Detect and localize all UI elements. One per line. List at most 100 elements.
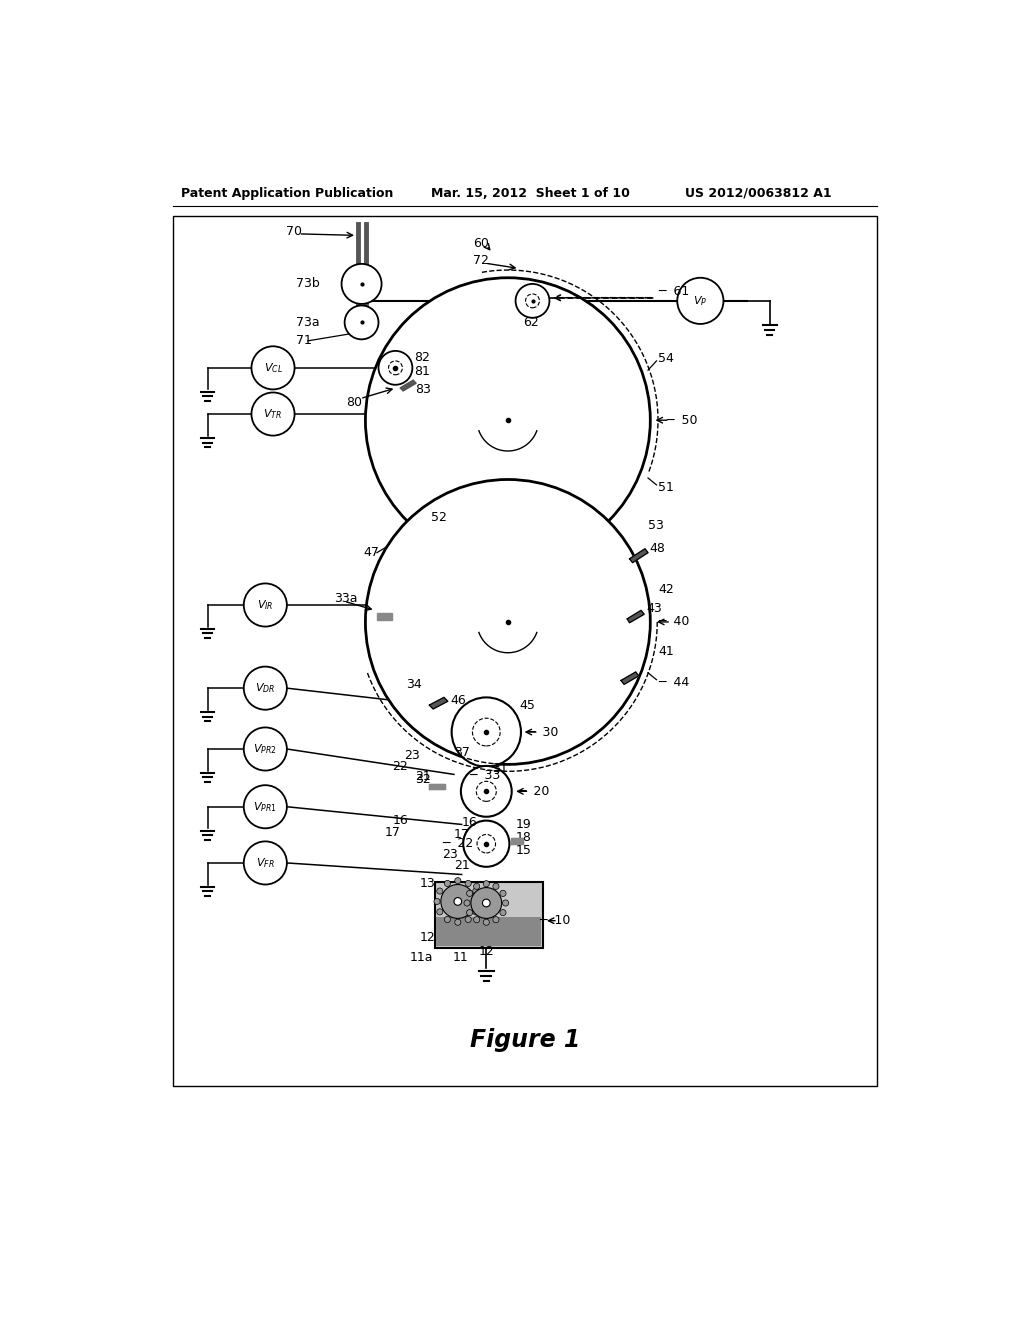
Text: Figure 1: Figure 1 bbox=[470, 1028, 580, 1052]
Text: 32: 32 bbox=[416, 774, 431, 787]
Circle shape bbox=[434, 899, 440, 904]
Bar bbox=[131, 158, 920, 209]
Circle shape bbox=[244, 841, 287, 884]
Circle shape bbox=[252, 346, 295, 389]
Bar bbox=[436, 917, 541, 946]
Text: Mar. 15, 2012  Sheet 1 of 10: Mar. 15, 2012 Sheet 1 of 10 bbox=[431, 186, 630, 199]
Text: 71: 71 bbox=[296, 334, 312, 347]
Circle shape bbox=[471, 887, 502, 919]
Circle shape bbox=[444, 880, 451, 887]
Text: 15: 15 bbox=[515, 843, 531, 857]
Text: $V_{CL}$: $V_{CL}$ bbox=[263, 360, 283, 375]
Text: 82: 82 bbox=[414, 351, 430, 363]
Text: 72: 72 bbox=[473, 255, 489, 268]
Text: 45: 45 bbox=[519, 698, 536, 711]
Circle shape bbox=[493, 916, 499, 923]
Circle shape bbox=[345, 305, 379, 339]
Circle shape bbox=[473, 916, 480, 923]
Text: ─  10: ─ 10 bbox=[539, 915, 570, 927]
Text: 73b: 73b bbox=[296, 277, 319, 290]
Circle shape bbox=[515, 284, 550, 318]
Circle shape bbox=[455, 919, 461, 925]
Circle shape bbox=[388, 360, 402, 375]
Text: US 2012/0063812 A1: US 2012/0063812 A1 bbox=[685, 186, 831, 199]
Text: 48: 48 bbox=[649, 541, 666, 554]
Circle shape bbox=[473, 888, 479, 894]
Text: ─  50: ─ 50 bbox=[666, 413, 697, 426]
Text: 62: 62 bbox=[523, 315, 539, 329]
Text: $V_{PR1}$: $V_{PR1}$ bbox=[253, 800, 278, 813]
Text: ─  20: ─ 20 bbox=[518, 785, 549, 797]
Text: 60: 60 bbox=[473, 236, 489, 249]
Text: $V_{TR}$: $V_{TR}$ bbox=[263, 407, 283, 421]
Circle shape bbox=[441, 884, 475, 919]
Text: 17: 17 bbox=[385, 825, 400, 838]
Text: $V_P$: $V_P$ bbox=[693, 294, 708, 308]
Text: 23: 23 bbox=[442, 847, 458, 861]
Text: 31: 31 bbox=[493, 762, 508, 775]
Text: 53: 53 bbox=[648, 519, 664, 532]
Text: 80: 80 bbox=[346, 396, 362, 409]
Circle shape bbox=[244, 667, 287, 710]
Text: 54: 54 bbox=[658, 352, 674, 366]
Text: 21: 21 bbox=[454, 859, 470, 871]
Text: 16: 16 bbox=[462, 816, 477, 829]
Circle shape bbox=[461, 766, 512, 817]
Circle shape bbox=[477, 834, 496, 853]
Polygon shape bbox=[429, 697, 447, 709]
Text: 12: 12 bbox=[419, 931, 435, 944]
Circle shape bbox=[244, 727, 287, 771]
Circle shape bbox=[252, 392, 295, 436]
Bar bbox=[173, 216, 878, 1086]
Text: 19: 19 bbox=[515, 818, 531, 832]
Circle shape bbox=[482, 899, 490, 907]
Circle shape bbox=[379, 351, 413, 385]
Polygon shape bbox=[630, 549, 648, 562]
Text: 13: 13 bbox=[419, 878, 435, 890]
Text: 51: 51 bbox=[658, 480, 674, 494]
Text: Patent Application Publication: Patent Application Publication bbox=[180, 186, 393, 199]
Text: $V_{FR}$: $V_{FR}$ bbox=[256, 857, 274, 870]
Circle shape bbox=[483, 880, 489, 887]
Text: 81: 81 bbox=[414, 366, 430, 379]
Text: 23: 23 bbox=[403, 748, 420, 762]
Text: ─  22: ─ 22 bbox=[442, 837, 474, 850]
Polygon shape bbox=[628, 610, 644, 623]
Text: 21: 21 bbox=[416, 770, 431, 783]
Text: ─  40: ─ 40 bbox=[658, 615, 689, 628]
Text: $V_{DR}$: $V_{DR}$ bbox=[255, 681, 275, 696]
Text: 43: 43 bbox=[646, 602, 663, 615]
Text: 34: 34 bbox=[407, 677, 422, 690]
Text: 22: 22 bbox=[392, 760, 409, 774]
Circle shape bbox=[525, 294, 540, 308]
Circle shape bbox=[366, 479, 650, 764]
Circle shape bbox=[677, 277, 724, 323]
Text: ─  33: ─ 33 bbox=[469, 770, 501, 783]
Circle shape bbox=[475, 899, 481, 904]
Text: 52: 52 bbox=[431, 511, 446, 524]
Polygon shape bbox=[429, 784, 444, 789]
Text: 47: 47 bbox=[364, 546, 379, 560]
Text: 70: 70 bbox=[286, 224, 302, 238]
Text: 42: 42 bbox=[658, 583, 674, 597]
Circle shape bbox=[244, 785, 287, 829]
Circle shape bbox=[500, 890, 506, 896]
Text: 11: 11 bbox=[453, 952, 468, 964]
Circle shape bbox=[467, 909, 473, 916]
Circle shape bbox=[476, 781, 497, 801]
Circle shape bbox=[366, 277, 650, 562]
Text: 12: 12 bbox=[478, 945, 495, 958]
Polygon shape bbox=[400, 380, 416, 391]
Text: 73a: 73a bbox=[296, 315, 319, 329]
Text: ─  44: ─ 44 bbox=[658, 676, 689, 689]
Text: 46: 46 bbox=[451, 694, 466, 708]
Text: 17: 17 bbox=[454, 828, 470, 841]
Text: 16: 16 bbox=[392, 814, 409, 828]
Text: $V_{IR}$: $V_{IR}$ bbox=[257, 598, 273, 612]
Circle shape bbox=[493, 883, 499, 890]
Circle shape bbox=[503, 900, 509, 906]
Circle shape bbox=[463, 821, 509, 867]
Polygon shape bbox=[621, 672, 639, 684]
Circle shape bbox=[244, 583, 287, 627]
Text: 41: 41 bbox=[658, 644, 674, 657]
